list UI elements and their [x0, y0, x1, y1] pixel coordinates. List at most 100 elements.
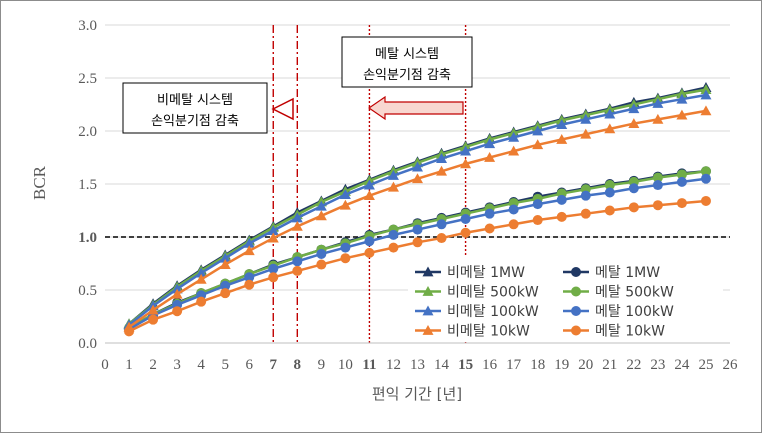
y-tick-label: 2.5 — [78, 71, 97, 87]
y-tick-label: 1.5 — [78, 177, 97, 193]
annotation-metal: 메탈 시스템 손익분기점 감축 — [341, 36, 473, 121]
data-point — [291, 220, 303, 231]
x-tick-label: 23 — [650, 357, 665, 373]
x-tick-label: 9 — [318, 357, 326, 373]
data-point — [436, 233, 447, 244]
x-tick-label: 4 — [197, 357, 205, 373]
x-axis-label: 편익 기간 [년] — [372, 385, 462, 403]
data-point — [604, 123, 616, 134]
data-point — [412, 173, 423, 184]
data-point — [652, 180, 663, 191]
x-tick-label: 13 — [410, 357, 425, 373]
x-tick-label: 18 — [530, 357, 545, 373]
x-tick-label: 8 — [294, 357, 302, 373]
legend-label: 비메탈 10kW — [447, 324, 530, 340]
data-point — [508, 131, 520, 142]
data-point — [363, 190, 375, 201]
legend-item: 비메탈 10kW — [415, 324, 530, 340]
data-point — [676, 176, 687, 187]
x-tick-label: 10 — [338, 357, 353, 373]
x-tick-label: 1 — [125, 357, 133, 373]
series-5 — [124, 173, 711, 335]
x-tick-label: 26 — [723, 357, 739, 373]
legend-label: 비메탈 500kW — [447, 285, 539, 301]
data-point — [652, 97, 664, 108]
data-point — [267, 232, 279, 243]
data-point — [364, 247, 375, 258]
x-tick-label: 25 — [698, 357, 713, 373]
data-point — [387, 170, 399, 180]
legend-swatch-marker — [571, 306, 581, 316]
data-point — [676, 198, 687, 209]
data-point — [532, 215, 543, 226]
series-6 — [123, 105, 712, 332]
data-point — [580, 190, 591, 201]
data-point — [339, 199, 351, 210]
data-point — [676, 109, 688, 120]
data-point — [460, 145, 472, 156]
legend-swatch-marker — [422, 286, 434, 296]
x-tick-label: 21 — [602, 357, 617, 373]
data-point — [700, 105, 712, 116]
x-tick-label: 12 — [386, 357, 401, 373]
data-point — [364, 236, 375, 247]
y-tick-label: 0.5 — [78, 283, 97, 299]
block-arrow-left-icon — [367, 95, 464, 121]
legend-label: 비메탈 1MW — [447, 265, 525, 281]
data-point — [460, 213, 471, 224]
data-point — [508, 204, 519, 215]
x-tick-label: 2 — [149, 357, 157, 373]
data-point — [340, 253, 351, 264]
legend-item: 메탈 500kW — [563, 285, 674, 301]
data-point — [195, 267, 207, 278]
x-tick-label: 24 — [674, 357, 690, 373]
data-point — [148, 314, 159, 325]
y-tick-label: 1.0 — [78, 230, 97, 246]
x-tick-label: 17 — [506, 357, 522, 373]
data-point — [244, 279, 255, 290]
legend-label: 비메탈 100kW — [447, 304, 539, 320]
annotation-nonmetal: 비메탈 시스템 손익분기점 감축 — [122, 82, 294, 134]
data-point — [291, 212, 303, 223]
y-tick-label: 2.0 — [78, 124, 97, 140]
data-point — [219, 259, 231, 269]
data-point — [219, 252, 231, 263]
legend-item: 메탈 100kW — [563, 304, 674, 320]
x-tick-label: 7 — [270, 357, 278, 373]
data-point — [339, 189, 351, 199]
data-point — [628, 183, 639, 194]
data-point — [388, 242, 399, 253]
data-point — [484, 208, 495, 219]
annotation-metal-box — [341, 36, 473, 88]
data-point — [700, 166, 711, 177]
series-7 — [124, 195, 711, 337]
legend-item: 비메탈 100kW — [415, 304, 539, 320]
series — [123, 82, 712, 337]
data-point — [267, 225, 279, 236]
data-point — [412, 161, 423, 172]
data-point — [171, 283, 183, 294]
x-tick-label: 22 — [626, 357, 641, 373]
legend-item: 비메탈 1MW — [415, 265, 525, 281]
x-tick-label: 20 — [578, 357, 593, 373]
x-tick-label: 5 — [221, 357, 229, 373]
data-point — [604, 108, 616, 119]
legend-swatch-marker — [422, 266, 434, 277]
data-point — [436, 165, 448, 176]
data-point — [556, 133, 568, 144]
data-point — [652, 113, 664, 124]
legend-label: 메탈 100kW — [595, 304, 674, 320]
legend-label: 메탈 500kW — [595, 285, 674, 301]
data-point — [628, 103, 640, 114]
data-point — [676, 88, 688, 99]
data-point — [388, 229, 399, 240]
data-point — [460, 227, 471, 238]
annotation-metal-line-2: 손익분기점 감축 — [363, 68, 451, 83]
data-point — [676, 93, 688, 104]
legend-swatch-marker — [422, 325, 434, 335]
data-point — [340, 242, 351, 253]
data-point — [268, 272, 279, 283]
data-point — [268, 263, 279, 274]
